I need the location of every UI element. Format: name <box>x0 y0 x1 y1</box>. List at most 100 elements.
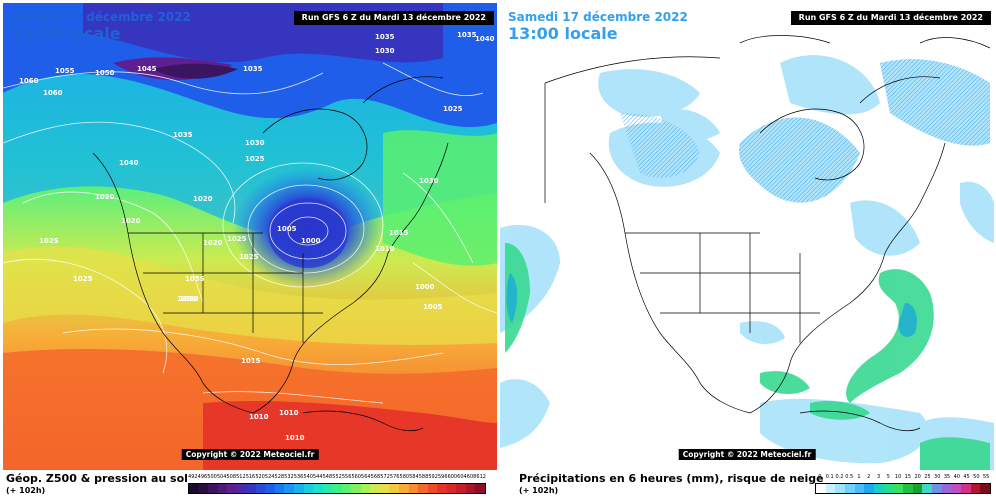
legend-swatch <box>313 484 323 493</box>
legend-swatch <box>294 484 304 493</box>
legend-swatch <box>456 484 466 493</box>
legend-swatch <box>379 484 390 493</box>
legend-label: 20 <box>914 474 921 480</box>
isobar-label: 1020 <box>121 217 141 225</box>
legend-swatch <box>332 484 342 493</box>
isobar-label: 1020 <box>95 193 115 201</box>
legend-label: 30 <box>934 474 941 480</box>
legend-label: 5 <box>886 474 890 480</box>
precipitation-lead-time: (+ 102h) <box>519 486 559 495</box>
isobar-label: 1035 <box>457 31 477 39</box>
precipitation-legend: 0 0.1 0.2 0.5 1 2 3 5 10 15 20 25 30 35 40 45 50 55 <box>815 474 991 494</box>
legend-label: 608 <box>466 474 477 480</box>
isobar-label: 1025 <box>443 105 463 113</box>
isobar-label: 1010 <box>375 245 395 253</box>
legend-swatch <box>341 484 352 493</box>
legend-swatch <box>446 484 457 493</box>
legend-label: 576 <box>389 474 400 480</box>
isobars <box>3 62 497 404</box>
isobar-label: 1035 <box>173 131 193 139</box>
legend-swatch <box>389 484 400 493</box>
legend-swatch <box>893 484 904 493</box>
legend-swatch <box>198 484 209 493</box>
legend-label: 40 <box>953 474 960 480</box>
legend-label: 596 <box>437 474 448 480</box>
isobar-label: 1025 <box>239 253 259 261</box>
legend-swatch <box>941 484 952 493</box>
legend-swatch <box>816 484 826 493</box>
legend-label: 532 <box>284 474 294 480</box>
isobar-label: 1030 <box>177 295 197 303</box>
legend-label: 584 <box>409 474 419 480</box>
legend-swatch <box>922 484 933 493</box>
legend-label: 588 <box>418 474 429 480</box>
precipitation-caption: Précipitations en 6 heures (mm), risque … <box>519 472 824 485</box>
legend-swatch <box>835 484 846 493</box>
legend-label: 592 <box>428 474 438 480</box>
model-run-label: Run GFS 6 Z du Mardi 13 décembre 2022 <box>293 11 494 25</box>
legend-label: 25 <box>924 474 931 480</box>
copyright-label: Copyright © 2022 Meteociel.fr <box>678 449 816 460</box>
legend-label: 50 <box>973 474 980 480</box>
legend-label: 10 <box>894 474 902 480</box>
geopotential-map-panel: 1025 1035 1030 1045 1055 1050 1060 1060 … <box>3 3 497 470</box>
legend-label: 560 <box>351 474 361 480</box>
isobar-label: 1040 <box>119 159 139 167</box>
precipitation-map <box>500 3 994 470</box>
legend-label: 600 <box>447 474 458 480</box>
model-run-label: Run GFS 6 Z du Mardi 13 décembre 2022 <box>790 11 991 25</box>
moderate-precip-areas <box>505 243 990 470</box>
legend-swatch <box>874 484 884 493</box>
legend-label: 604 <box>457 474 467 480</box>
isobar-label: 1000 <box>415 283 435 291</box>
legend-swatch <box>903 484 913 493</box>
legend-swatch <box>370 484 380 493</box>
isobar-label: 1030 <box>179 295 199 303</box>
legend-swatch <box>951 484 962 493</box>
legend-label: 528 <box>274 474 285 480</box>
copyright-label: Copyright © 2022 Meteociel.fr <box>181 449 319 460</box>
legend-swatch <box>912 484 923 493</box>
legend-label: 552 <box>332 474 342 480</box>
precipitation-map-panel: Samedi 17 décembre 2022 13:00 locale Run… <box>500 3 994 470</box>
legend-label: 612 <box>476 474 486 480</box>
legend-label: 568 <box>370 474 381 480</box>
precipitation-legend-bar <box>815 483 991 494</box>
isobar-label: 1050 <box>95 69 115 77</box>
isobar-label: 1025 <box>245 155 265 163</box>
legend-label: 572 <box>380 474 390 480</box>
isobar-label: 1015 <box>241 357 261 365</box>
legend-swatch <box>236 484 247 493</box>
isobar-label: 1030 <box>245 139 265 147</box>
isobar-label: 1005 <box>277 225 297 233</box>
isobar-label: 1025 <box>39 237 59 245</box>
legend-label: 3 <box>876 474 881 480</box>
isobar-label: 1060 <box>19 77 39 85</box>
legend-swatch <box>274 484 285 493</box>
legend-swatch <box>845 484 855 493</box>
legend-label: 15 <box>904 474 912 480</box>
isobar-label: 1035 <box>375 33 395 41</box>
legend-swatch <box>932 484 942 493</box>
legend-swatch <box>418 484 428 493</box>
isobar-label: 1025 <box>227 235 247 243</box>
isobar-label: 1015 <box>389 229 409 237</box>
legend-label: 504 <box>216 474 227 480</box>
isobar-label: 1035 <box>243 65 263 73</box>
legend-label: 580 <box>399 474 410 480</box>
legend-label: 0 <box>818 474 822 480</box>
legend-swatch <box>399 484 409 493</box>
legend-label: 2 <box>867 474 871 480</box>
legend-label: 548 <box>322 474 333 480</box>
legend-swatch <box>970 484 981 493</box>
isobar-label: 1010 <box>249 413 269 421</box>
legend-label: 45 <box>963 474 970 480</box>
legend-label: 1 <box>857 474 861 480</box>
legend-label: 540 <box>303 474 313 480</box>
geopotential-legend: 492 496 500 504 508 512 516 520 524 528 532 536 540 5… <box>188 474 486 494</box>
legend-label: 524 <box>264 474 275 480</box>
legend-swatch <box>825 484 836 493</box>
legend-label: 544 <box>312 474 323 480</box>
isobar-label: 1040 <box>475 35 495 43</box>
legend-swatch <box>217 484 228 493</box>
